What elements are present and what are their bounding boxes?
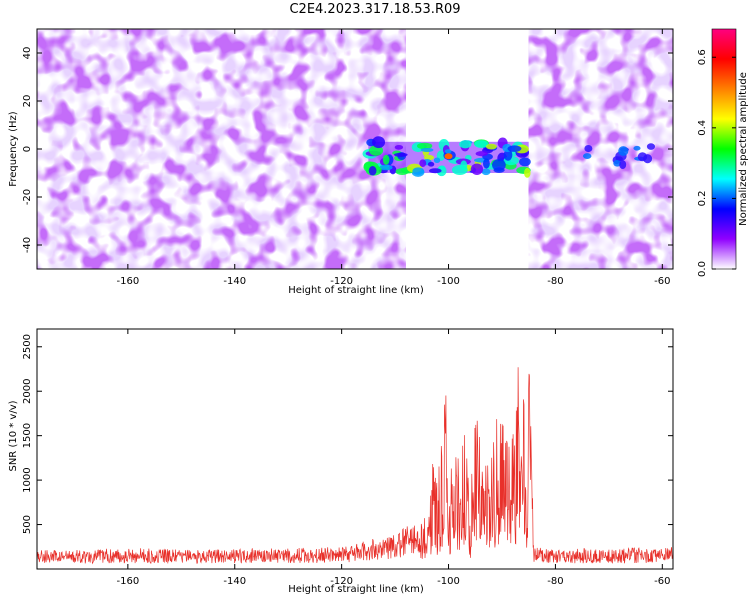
x-tick-label: -60 [654, 576, 670, 587]
signal-band-blob [444, 149, 452, 154]
x-tick-label: -140 [223, 576, 246, 587]
y-tick-label: 20 [22, 95, 33, 108]
heatmap-noise-region-strong [37, 29, 406, 269]
signal-band-blob [393, 152, 408, 157]
snr-plot-area [37, 367, 673, 565]
snr-frame [36, 328, 674, 570]
signal-band-blob [412, 167, 425, 175]
heatmap-y-ticks: -40 -20 0 20 40 [22, 47, 673, 253]
weak-band-blob [582, 153, 592, 160]
signal-band-blob [395, 168, 409, 176]
y-tick-label: 1000 [22, 467, 33, 492]
colorbar-tick-label: 0.0 [697, 261, 708, 277]
x-tick-label: -120 [330, 576, 353, 587]
signal-band-blob [428, 168, 442, 174]
signal-band-blob [503, 149, 513, 161]
weak-band-blob [619, 160, 627, 170]
y-tick-label: -20 [22, 189, 33, 205]
signal-band-blob [372, 136, 386, 149]
y-tick-label: -40 [22, 237, 33, 253]
signal-band-blob [436, 165, 447, 177]
heatmap-x-axis-label: Height of straight line (km) [288, 285, 424, 296]
signal-band-blob [459, 140, 472, 149]
x-tick-label: -160 [117, 276, 140, 287]
signal-band-blob [485, 143, 497, 150]
x-tick-label: -120 [330, 276, 353, 287]
heatmap-plot-area [37, 29, 673, 269]
weak-band-blob [633, 145, 641, 151]
heatmap-panel: -160 -140 -120 -100 -80 -60 -40 -20 0 20 40 Heigh… [8, 28, 749, 296]
signal-band-blob [460, 160, 468, 171]
y-tick-label: 2500 [22, 334, 33, 359]
x-tick-label: -100 [437, 576, 460, 587]
signal-band-blob [419, 159, 427, 167]
colorbar: 0.0 0.2 0.4 0.6 Normalized spectral amplitu… [697, 28, 749, 277]
page-title: C2E4.2023.317.18.53.R09 [289, 2, 461, 17]
snr-y-ticks: 500 1000 1500 2000 2500 [22, 334, 673, 534]
y-tick-label: 1500 [22, 423, 33, 448]
colorbar-frame [711, 28, 737, 270]
weak-band-blob [618, 146, 629, 156]
signal-peak-blob [444, 153, 453, 160]
colorbar-tick-label: 0.6 [697, 49, 708, 65]
x-tick-label: -80 [547, 276, 563, 287]
x-tick-label: -80 [547, 576, 563, 587]
signal-band-blob [420, 147, 434, 153]
snr-x-axis-label: Height of straight line (km) [288, 584, 424, 595]
colorbar-tick-label: 0.2 [697, 190, 708, 206]
signal-band [362, 136, 656, 178]
signal-band-blob [474, 140, 489, 148]
snr-panel: -160 -140 -120 -100 -80 -60 500 1000 1500 2000 25… [8, 328, 674, 595]
signal-band-blob [382, 154, 390, 165]
signal-band-blob [427, 161, 435, 167]
signal-band-blob [507, 145, 522, 152]
signal-band-blob [475, 151, 488, 157]
signal-band-blob [483, 158, 490, 169]
signal-band-blob [416, 142, 433, 150]
heatmap-x-ticks: -160 -140 -120 -100 -80 -60 [117, 29, 670, 287]
signal-band-blob [368, 165, 377, 176]
signal-band-blob [493, 167, 505, 173]
colorbar-label: Normalized spectral amplitude [738, 72, 749, 226]
y-tick-label: 40 [22, 47, 33, 60]
snr-y-axis-label: SNR (10 * v/v) [8, 400, 19, 471]
x-tick-label: -160 [117, 576, 140, 587]
signal-band-blob [379, 164, 393, 171]
signal-band-blob [470, 163, 484, 175]
x-tick-label: -60 [654, 276, 670, 287]
y-tick-label: 500 [22, 515, 33, 534]
colorbar-ticks: 0.0 0.2 0.4 0.6 [697, 49, 736, 277]
weak-band-blob [584, 144, 593, 153]
x-tick-label: -140 [223, 276, 246, 287]
weak-band-blob [646, 143, 656, 150]
signal-band-blob [394, 144, 404, 150]
signal-band-blob [481, 168, 491, 176]
weak-band-blob [643, 154, 653, 164]
x-tick-label: -100 [437, 276, 460, 287]
y-tick-label: 0 [22, 146, 33, 152]
signal-band-blob [433, 157, 441, 164]
weak-band-blob [613, 159, 622, 167]
y-tick-label: 2000 [22, 378, 33, 403]
heatmap-y-axis-label: Frequency (Hz) [8, 111, 19, 187]
snr-series-line [37, 367, 673, 565]
signal-band-blob [519, 157, 531, 167]
signal-band-blob [524, 167, 531, 178]
colorbar-bar [712, 29, 736, 269]
colorbar-tick-label: 0.4 [697, 120, 708, 136]
snr-x-ticks: -160 -140 -120 -100 -80 -60 [117, 329, 670, 587]
